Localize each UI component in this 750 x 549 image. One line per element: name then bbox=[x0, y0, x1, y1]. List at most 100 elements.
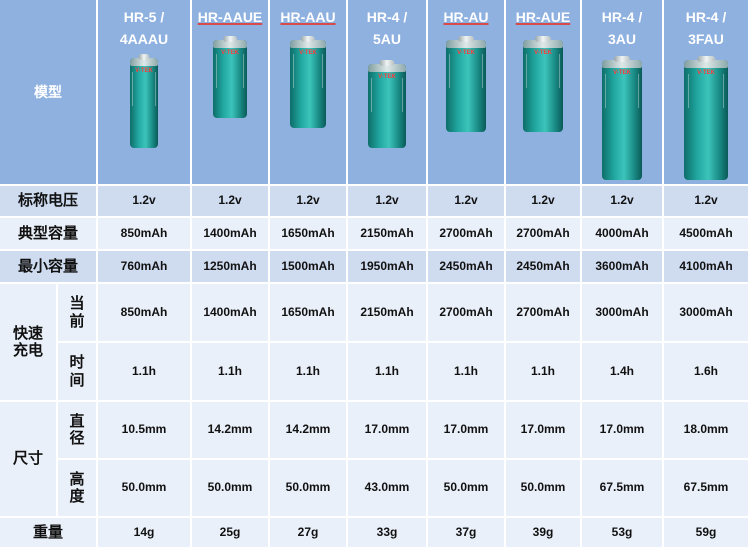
cell-weight: 25g bbox=[192, 518, 268, 547]
cell-voltage: 1.2v bbox=[98, 186, 190, 216]
cell-weight: 37g bbox=[428, 518, 504, 547]
cell-min: 760mAh bbox=[98, 251, 190, 282]
cell-time: 1.4h bbox=[582, 343, 662, 400]
row-label-current: 当 前 bbox=[58, 284, 96, 341]
cell-diameter: 17.0mm bbox=[348, 402, 426, 458]
cell-weight: 33g bbox=[348, 518, 426, 547]
cell-weight: 14g bbox=[98, 518, 190, 547]
row-label-weight: 重量 bbox=[0, 518, 96, 547]
cell-current: 3000mAh bbox=[664, 284, 748, 341]
model-header-5: HR-AU V-TEK bbox=[428, 0, 504, 184]
cell-min: 2450mAh bbox=[428, 251, 504, 282]
battery-image: V-TEK bbox=[213, 36, 247, 118]
battery-label-band bbox=[371, 78, 403, 112]
row-label-voltage: 标称电压 bbox=[0, 186, 96, 216]
battery-brand-logo: V-TEK bbox=[299, 50, 317, 56]
battery-terminal bbox=[379, 60, 395, 66]
battery-terminal bbox=[223, 36, 237, 42]
battery-image: V-TEK bbox=[684, 56, 728, 180]
cell-time: 1.1h bbox=[348, 343, 426, 400]
cell-min: 1250mAh bbox=[192, 251, 268, 282]
cell-weight: 53g bbox=[582, 518, 662, 547]
cell-weight: 59g bbox=[664, 518, 748, 547]
battery-brand-logo: V-TEK bbox=[534, 50, 552, 56]
battery-brand-logo: V-TEK bbox=[221, 50, 239, 56]
cell-current: 2700mAh bbox=[428, 284, 504, 341]
cell-current: 850mAh bbox=[98, 284, 190, 341]
cell-height: 67.5mm bbox=[582, 460, 662, 516]
row-label-time: 时 间 bbox=[58, 343, 96, 400]
model-header-4: HR-4 / 5AU V-TEK bbox=[348, 0, 426, 184]
cell-diameter: 10.5mm bbox=[98, 402, 190, 458]
cell-weight: 39g bbox=[506, 518, 580, 547]
cell-height: 50.0mm bbox=[192, 460, 268, 516]
cell-min: 3600mAh bbox=[582, 251, 662, 282]
cell-height: 50.0mm bbox=[428, 460, 504, 516]
battery-top bbox=[523, 40, 563, 48]
cell-time: 1.1h bbox=[270, 343, 346, 400]
model-header-8: HR-4 / 3FAU V-TEK bbox=[664, 0, 748, 184]
cell-typical: 4000mAh bbox=[582, 218, 662, 249]
cell-height: 50.0mm bbox=[506, 460, 580, 516]
row-label-diameter: 直 径 bbox=[58, 402, 96, 458]
cell-height: 50.0mm bbox=[98, 460, 190, 516]
cell-diameter: 17.0mm bbox=[582, 402, 662, 458]
model-header-2: HR-AAUE V-TEK bbox=[192, 0, 268, 184]
model-name: HR-5 / 4AAAU bbox=[119, 9, 169, 47]
model-name: HR-AU bbox=[443, 9, 489, 25]
battery-image: V-TEK bbox=[446, 36, 486, 132]
cell-typical: 2150mAh bbox=[348, 218, 426, 249]
battery-image: V-TEK bbox=[290, 36, 326, 128]
cell-voltage: 1.2v bbox=[428, 186, 504, 216]
battery-brand-logo: V-TEK bbox=[378, 74, 396, 80]
model-header-3: HR-AAU V-TEK bbox=[270, 0, 346, 184]
battery-brand-logo: V-TEK bbox=[697, 70, 715, 76]
cell-diameter: 14.2mm bbox=[192, 402, 268, 458]
battery-label-band bbox=[605, 74, 639, 108]
cell-height: 67.5mm bbox=[664, 460, 748, 516]
cell-current: 1650mAh bbox=[270, 284, 346, 341]
row-label-height: 高 度 bbox=[58, 460, 96, 516]
battery-brand-logo: V-TEK bbox=[135, 68, 153, 74]
cell-time: 1.1h bbox=[98, 343, 190, 400]
row-label-size: 尺寸 bbox=[0, 402, 56, 516]
cell-voltage: 1.2v bbox=[270, 186, 346, 216]
battery-label-band bbox=[215, 54, 245, 88]
model-name: HR-AAU bbox=[280, 9, 336, 25]
battery-brand-logo: V-TEK bbox=[613, 70, 631, 76]
cell-weight: 27g bbox=[270, 518, 346, 547]
cell-voltage: 1.2v bbox=[582, 186, 662, 216]
cell-time: 1.1h bbox=[192, 343, 268, 400]
battery-image: V-TEK bbox=[130, 54, 158, 148]
battery-terminal bbox=[458, 36, 474, 42]
model-name: HR-AAUE bbox=[197, 9, 263, 25]
battery-label-band bbox=[687, 74, 725, 108]
battery-top bbox=[290, 40, 326, 48]
battery-image: V-TEK bbox=[602, 56, 642, 180]
cell-typical: 1650mAh bbox=[270, 218, 346, 249]
battery-top bbox=[684, 60, 728, 68]
cell-current: 2700mAh bbox=[506, 284, 580, 341]
cell-voltage: 1.2v bbox=[506, 186, 580, 216]
cell-min: 1500mAh bbox=[270, 251, 346, 282]
model-header-7: HR-4 / 3AU V-TEK bbox=[582, 0, 662, 184]
row-label-fast-charge: 快速 充电 bbox=[0, 284, 56, 400]
battery-top bbox=[602, 60, 642, 68]
cell-time: 1.1h bbox=[506, 343, 580, 400]
cell-time: 1.1h bbox=[428, 343, 504, 400]
model-name: HR-AUE bbox=[515, 9, 571, 25]
row-label-typical-capacity: 典型容量 bbox=[0, 218, 96, 249]
cell-diameter: 14.2mm bbox=[270, 402, 346, 458]
model-name: HR-4 / 3FAU bbox=[685, 9, 727, 47]
cell-typical: 850mAh bbox=[98, 218, 190, 249]
battery-brand-logo: V-TEK bbox=[457, 50, 475, 56]
cell-min: 1950mAh bbox=[348, 251, 426, 282]
battery-top bbox=[130, 58, 158, 66]
battery-label-band bbox=[526, 54, 560, 88]
cell-current: 3000mAh bbox=[582, 284, 662, 341]
cell-current: 2150mAh bbox=[348, 284, 426, 341]
cell-typical: 4500mAh bbox=[664, 218, 748, 249]
cell-typical: 2700mAh bbox=[428, 218, 504, 249]
battery-top bbox=[368, 64, 406, 72]
battery-terminal bbox=[138, 54, 150, 60]
